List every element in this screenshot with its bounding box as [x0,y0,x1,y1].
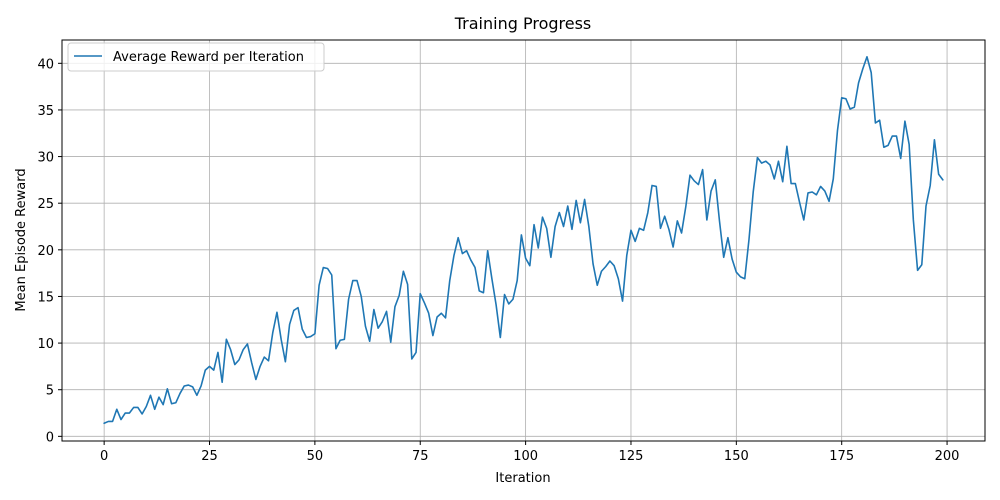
y-tick-label: 20 [37,244,54,259]
legend-box [67,42,325,72]
y-tick-label: 25 [37,197,54,212]
y-tick-label: 35 [37,104,54,119]
legend-entry: Average Reward per Iteration [113,50,304,65]
x-axis-label: Iteration [495,471,550,486]
y-tick-label: 30 [37,151,54,166]
x-tick-label: 50 [307,449,324,464]
series-lines [103,55,944,425]
legend: Average Reward per Iteration [67,42,325,72]
x-tick-label: 175 [829,449,854,464]
series-line [103,55,944,425]
y-tick-label: 5 [46,384,54,399]
x-tick-label: 100 [513,449,538,464]
x-tick-label: 125 [619,449,644,464]
x-tick-label: 150 [724,449,749,464]
plot-frame [61,39,986,442]
y-axis-label: Mean Episode Reward [14,168,29,311]
y-tick-label: 15 [37,290,54,305]
y-axis-ticks: 0 5 10 15 20 25 30 35 40 [37,57,62,445]
x-axis-ticks: 0 25 50 75 100 125 150 175 200 [100,441,959,464]
x-tick-label: 200 [935,449,960,464]
y-tick-label: 10 [37,337,54,352]
x-tick-label: 0 [100,449,108,464]
x-tick-label: 25 [201,449,218,464]
chart-title: Training Progress [454,14,592,33]
x-tick-label: 75 [412,449,429,464]
y-tick-label: 0 [46,430,54,445]
y-tick-label: 40 [37,57,54,72]
